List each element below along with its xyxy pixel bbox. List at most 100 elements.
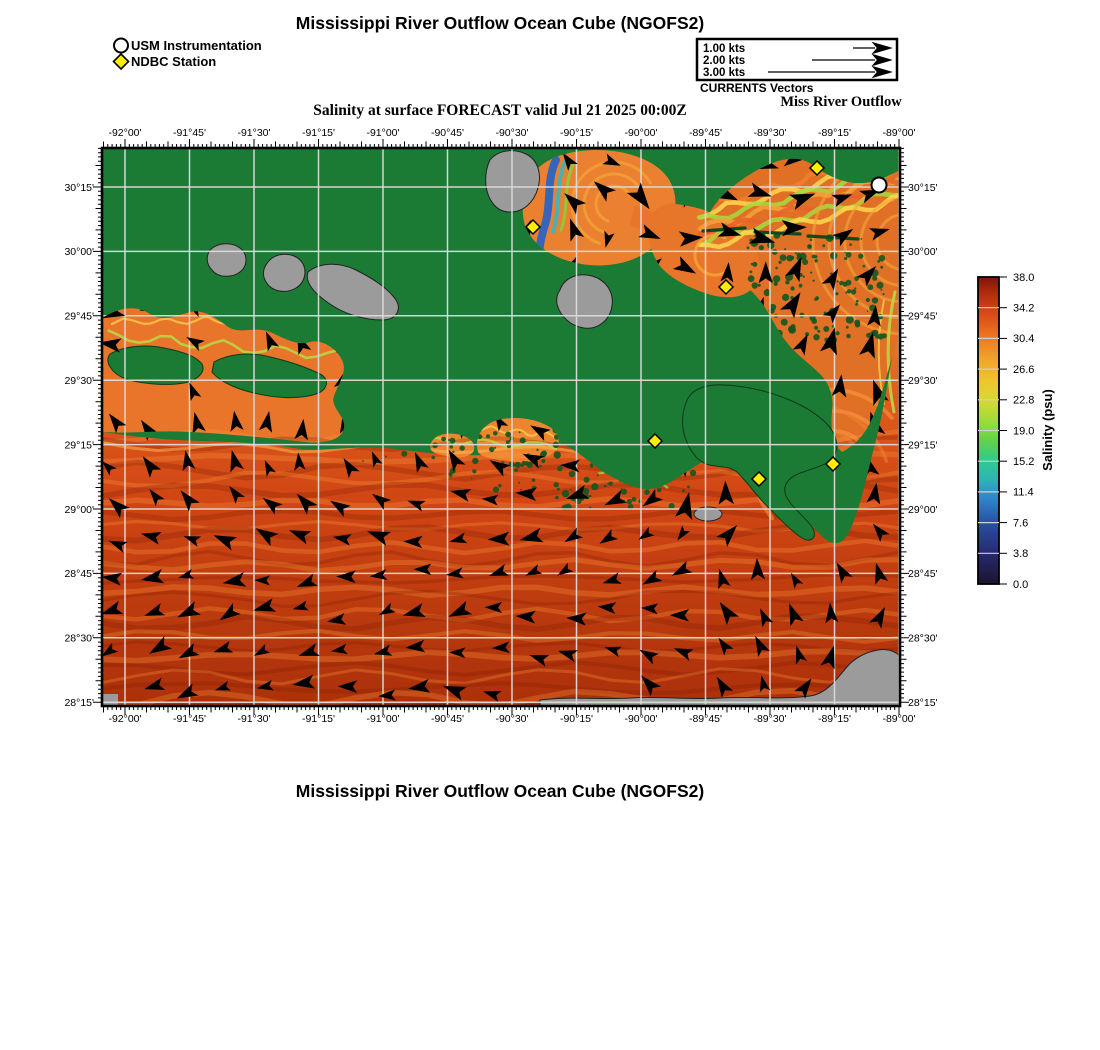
- current-arrow: [142, 456, 162, 478]
- current-arrow: [149, 488, 165, 507]
- rigolets-channel-water: [630, 206, 666, 234]
- lon-tick-label: -89°15': [818, 127, 851, 139]
- colorbar-tick-label: 30.4: [1013, 333, 1034, 345]
- current-arrow: [371, 451, 383, 468]
- current-arrow: [566, 612, 587, 626]
- current-arrow: [213, 535, 238, 551]
- current-arrow: [519, 527, 544, 543]
- map-canvas: [102, 148, 900, 706]
- current-arrow: [675, 491, 693, 521]
- current-arrow: [564, 527, 584, 543]
- current-arrow: [719, 602, 740, 626]
- current-arrow: [597, 602, 617, 615]
- current-arrow: [602, 153, 621, 166]
- current-arrow: [442, 685, 467, 701]
- gulf-of-mexico-water: [102, 330, 900, 706]
- lon-tick-label: -90°45': [431, 713, 464, 725]
- current-arrow: [525, 564, 543, 576]
- current-arrow: [717, 222, 742, 237]
- currents-vectors-caption: CURRENTS Vectors: [700, 81, 814, 95]
- current-arrow: [102, 642, 119, 657]
- current-arrow: [795, 645, 808, 665]
- current-arrow: [336, 570, 356, 584]
- current-arrow: [638, 526, 655, 540]
- colorbar-tick-label: 34.2: [1013, 303, 1034, 315]
- inland-lake-masked: [556, 274, 613, 329]
- current-arrow: [177, 601, 201, 618]
- current-arrow: [821, 268, 839, 291]
- current-arrow: [678, 231, 704, 247]
- current-arrow: [140, 568, 165, 584]
- vector-key-arrow-head: [871, 65, 893, 79]
- current-arrow: [330, 643, 348, 655]
- vector-key-label-1: 1.00 kts: [703, 43, 745, 55]
- current-arrow: [413, 563, 432, 576]
- current-arrow: [414, 452, 429, 473]
- current-arrow: [641, 675, 662, 697]
- current-arrow: [219, 602, 241, 621]
- current-arrow: [530, 425, 551, 442]
- currents-vector-key: 1.00 kts 2.00 kts 3.00 kts CURRENTS Vect…: [695, 37, 902, 110]
- lat-tick-labels: 30°15' 30°15' 30°00' 30°00' 29°45' 29°45' 29°3…: [64, 182, 937, 709]
- lon-tick-label: -91°45': [173, 127, 206, 139]
- current-arrow: [378, 689, 396, 701]
- current-arrow: [569, 218, 585, 242]
- vector-key-arrows: [768, 41, 893, 79]
- current-arrow: [718, 568, 731, 590]
- lon-tick-label: -90°30': [495, 127, 528, 139]
- inland-lake-masked: [306, 263, 399, 321]
- current-arrow: [557, 562, 574, 576]
- barrier-island: [806, 234, 860, 241]
- lon-tick-label: -92°00': [108, 127, 141, 139]
- colorbar: 38.0 34.2 30.4 26.6 22.8 19.0 15.2 11.4 7.6 3.8 0.…: [977, 272, 1034, 591]
- current-arrow: [564, 193, 587, 215]
- lon-tick-label: -89°30': [753, 713, 786, 725]
- current-arrow: [483, 691, 502, 702]
- current-arrow: [790, 572, 804, 589]
- current-arrow: [140, 532, 162, 545]
- current-arrow: [487, 531, 510, 546]
- colorbar-label: Salinity (psu): [1040, 389, 1055, 471]
- vector-key-label-3: 3.00 kts: [703, 67, 745, 79]
- current-arrow: [102, 600, 124, 615]
- usm-legend-label: USM Instrumentation: [131, 38, 262, 53]
- current-arrow: [192, 412, 206, 435]
- lon-tick-label: -89°00': [882, 713, 915, 725]
- current-arrow: [856, 265, 877, 287]
- current-arrow: [789, 193, 816, 211]
- ndbc-station-marker: [524, 218, 542, 236]
- colorbar-tick-label: 15.2: [1013, 456, 1034, 468]
- current-arrow: [108, 540, 128, 553]
- colorbar-tick-label: 3.8: [1013, 548, 1028, 560]
- current-arrow: [873, 379, 889, 406]
- current-arrow: [491, 641, 510, 653]
- current-arrow: [760, 608, 774, 628]
- current-arrow: [448, 449, 466, 472]
- lon-tick-label: -90°45': [431, 127, 464, 139]
- current-arrow: [716, 676, 734, 698]
- lon-tick-label: -89°30': [753, 127, 786, 139]
- current-arrow: [825, 602, 839, 624]
- current-arrow: [831, 374, 847, 398]
- current-arrow: [144, 603, 166, 616]
- current-arrow: [566, 484, 590, 499]
- current-arrow: [604, 646, 622, 658]
- current-arrow: [789, 603, 804, 627]
- marsh-island: [107, 345, 204, 385]
- current-arrow: [515, 610, 536, 624]
- current-arrow: [256, 679, 274, 691]
- lat-tick-label: 29°45': [64, 311, 94, 323]
- current-arrow: [866, 482, 881, 505]
- lat-tick-label: 29°45': [908, 311, 938, 323]
- lat-tick-label: 30°15': [64, 182, 94, 194]
- station-markers: [524, 159, 888, 488]
- lon-tick-label: -91°30': [237, 127, 270, 139]
- current-arrow: [560, 459, 580, 473]
- current-arrow: [822, 304, 841, 324]
- usm-station-marker: [870, 176, 888, 194]
- current-arrow: [296, 493, 318, 515]
- colorbar-tick-label: 22.8: [1013, 395, 1034, 407]
- lat-tick-label: 28°30': [64, 633, 94, 645]
